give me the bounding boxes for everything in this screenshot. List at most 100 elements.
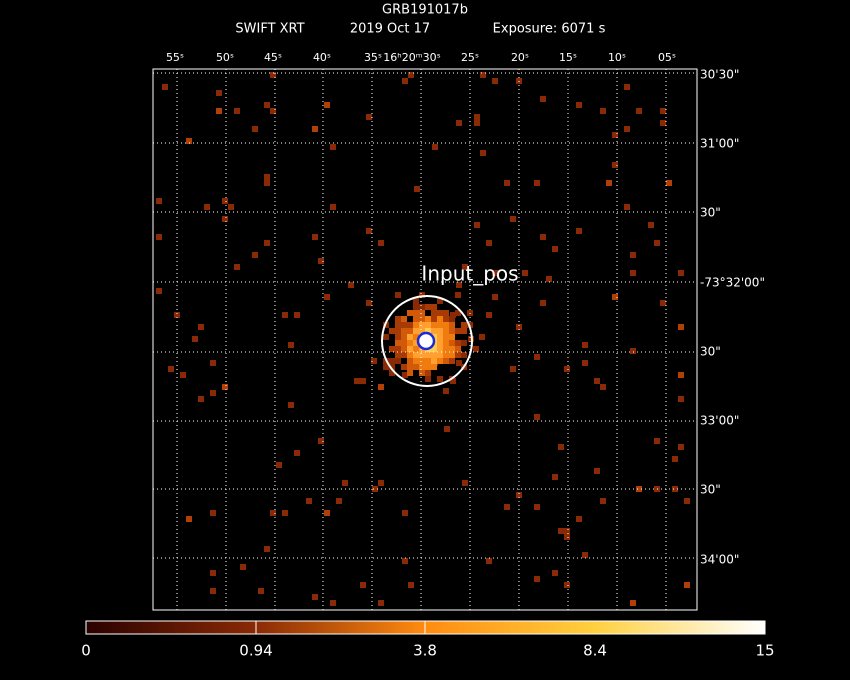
pixel <box>156 234 162 240</box>
pixel <box>395 328 401 334</box>
pixel <box>443 352 449 358</box>
pixel <box>486 240 492 246</box>
pixel <box>564 534 570 540</box>
colorbar-label: 8.4 <box>583 642 607 660</box>
pixel <box>672 486 678 492</box>
pixel <box>264 174 270 180</box>
pixel <box>425 316 431 322</box>
pixel <box>449 352 455 358</box>
pixel <box>612 294 618 300</box>
pixel <box>419 304 425 310</box>
pixel <box>378 600 384 606</box>
pixel <box>186 138 192 144</box>
annotation: Input_pos <box>421 262 518 286</box>
top-axis-label: 45ˢ <box>264 51 282 64</box>
pixel <box>425 352 431 358</box>
pixel <box>437 352 443 358</box>
right-axis-label: 30" <box>700 483 721 497</box>
pixel <box>413 346 419 352</box>
pixel <box>660 300 666 306</box>
pixel <box>336 498 342 504</box>
pixel <box>401 322 407 328</box>
pixel <box>198 396 204 402</box>
pixel <box>462 480 468 486</box>
pixel <box>401 316 407 322</box>
pixel <box>444 426 450 432</box>
pixel <box>455 340 461 346</box>
pixel <box>443 310 449 316</box>
pixel <box>443 388 449 394</box>
top-axis-label: 10ˢ <box>608 51 626 64</box>
pixel <box>401 352 407 358</box>
pixel <box>413 322 419 328</box>
pixel <box>330 144 336 150</box>
pixel <box>443 328 449 334</box>
pixel <box>240 564 246 570</box>
pixel <box>186 516 192 522</box>
pixel <box>407 322 413 328</box>
input-position-marker <box>416 331 436 351</box>
pixel <box>419 370 425 376</box>
pixel <box>234 108 240 114</box>
pixel <box>383 334 389 340</box>
pixel <box>636 486 642 492</box>
pixel <box>264 240 270 246</box>
pixel <box>552 570 558 576</box>
pixel <box>558 444 564 450</box>
pixel <box>407 334 413 340</box>
pixel <box>264 102 270 108</box>
pixel <box>395 352 401 358</box>
pixel <box>156 288 162 294</box>
pixel <box>461 328 467 334</box>
pixel <box>456 282 462 288</box>
pixel <box>437 310 443 316</box>
pixel <box>654 240 660 246</box>
pixel <box>324 102 330 108</box>
pixel <box>425 328 431 334</box>
pixel <box>419 352 425 358</box>
pixel <box>474 114 480 120</box>
pixel <box>395 340 401 346</box>
pixel <box>449 328 455 334</box>
pixel <box>407 346 413 352</box>
pixel <box>600 498 606 504</box>
pixel <box>431 322 437 328</box>
pixel <box>407 370 413 376</box>
pixel <box>419 358 425 364</box>
pixel <box>413 358 419 364</box>
pixel <box>389 358 395 364</box>
pixel <box>216 90 222 96</box>
pixel <box>431 364 437 370</box>
pixel <box>540 300 546 306</box>
top-axis-label: 05ˢ <box>658 51 676 64</box>
pixel <box>425 364 431 370</box>
pixel <box>473 346 479 352</box>
pixel <box>222 198 228 204</box>
pixel <box>432 144 438 150</box>
pixel <box>264 180 270 186</box>
pixel <box>624 84 630 90</box>
pixel <box>461 352 467 358</box>
pixel <box>413 340 419 346</box>
pixel <box>330 204 336 210</box>
pixel <box>210 390 216 396</box>
top-axis-label: 15ˢ <box>559 51 577 64</box>
pixel <box>534 354 540 360</box>
pixel <box>330 600 336 606</box>
pixel <box>594 468 600 474</box>
pixel <box>402 78 408 84</box>
pixel <box>630 348 636 354</box>
pixel <box>534 576 540 582</box>
pixel <box>395 358 401 364</box>
pixel <box>425 322 431 328</box>
pixel <box>594 378 600 384</box>
pixel <box>558 528 564 534</box>
pixel <box>383 364 389 370</box>
colorbar-label: 0 <box>81 642 91 660</box>
colorbar-label: 3.8 <box>413 642 437 660</box>
pixel <box>401 328 407 334</box>
pixel <box>395 316 401 322</box>
pixel <box>443 340 449 346</box>
pixel <box>504 504 510 510</box>
